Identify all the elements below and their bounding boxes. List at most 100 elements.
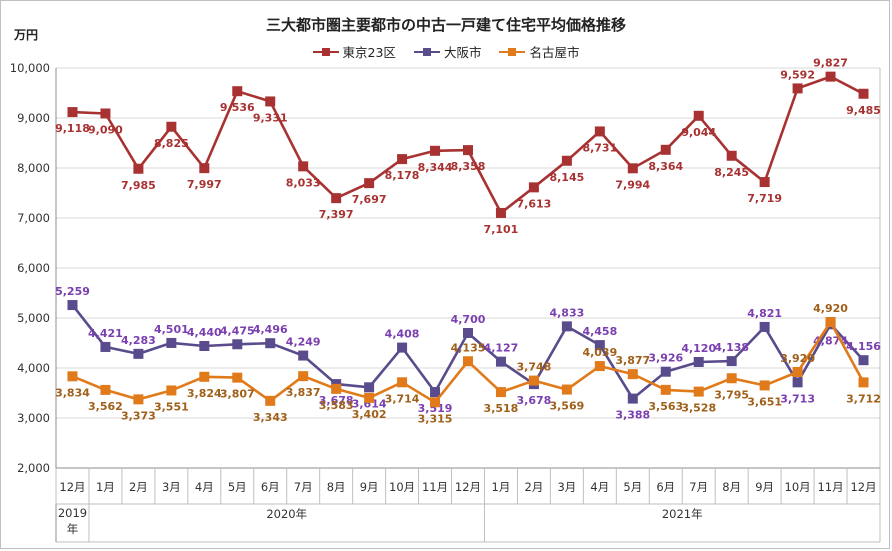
data-label: 4,833 [549, 306, 584, 319]
data-point [133, 163, 144, 174]
data-point [858, 88, 869, 99]
data-label: 4,408 [385, 328, 420, 341]
data-label: 3,315 [418, 412, 453, 425]
data-label: 9,118 [55, 122, 90, 135]
data-label: 4,039 [582, 346, 617, 359]
data-label: 7,985 [121, 179, 156, 192]
data-point [726, 150, 737, 161]
data-point [133, 348, 144, 359]
legend-label-0: 東京23区 [342, 45, 396, 60]
data-label: 3,569 [549, 400, 584, 413]
data-point [495, 356, 506, 367]
data-point [232, 339, 243, 350]
data-label: 4,283 [121, 334, 156, 347]
data-label: 4,249 [286, 336, 321, 349]
data-point [495, 207, 506, 218]
data-label: 3,343 [253, 411, 288, 424]
data-label: 4,127 [484, 342, 519, 355]
data-label: 7,101 [484, 223, 519, 236]
data-label: 9,331 [253, 111, 288, 124]
data-point [759, 380, 770, 391]
data-label: 7,997 [187, 178, 222, 191]
data-point [265, 395, 276, 406]
x-tick-label: 1月 [96, 480, 115, 494]
data-label: 3,402 [352, 408, 387, 421]
data-point [825, 71, 836, 82]
data-point [232, 86, 243, 97]
y-axis-unit: 万円 [14, 28, 39, 42]
data-label: 7,613 [517, 197, 552, 210]
data-label: 3,834 [55, 386, 90, 399]
data-point [726, 356, 737, 367]
data-label: 3,712 [846, 392, 881, 405]
data-label: 3,795 [714, 388, 749, 401]
legend-swatch-2 [499, 47, 526, 57]
data-point [627, 393, 638, 404]
data-label: 9,592 [780, 68, 815, 81]
data-point [331, 193, 342, 204]
data-point [199, 371, 210, 382]
x-tick-label: 10月 [785, 480, 811, 494]
data-point [166, 337, 177, 348]
x-tick-label: 5月 [623, 480, 642, 494]
x-tick-label: 9月 [360, 480, 379, 494]
x-tick-label: 6月 [261, 480, 280, 494]
y-tick-label: 5,000 [17, 311, 50, 325]
data-point [561, 384, 572, 395]
legend-item-0: 東京23区 [312, 42, 396, 61]
data-point [133, 394, 144, 405]
data-label: 4,440 [187, 326, 222, 339]
legend-label-2: 名古屋市 [529, 45, 580, 60]
y-tick-label: 2,000 [17, 461, 50, 475]
data-point [825, 317, 836, 327]
data-point [331, 383, 342, 394]
x-tick-label: 4月 [590, 480, 609, 494]
data-point [397, 342, 408, 353]
y-tick-label: 8,000 [17, 161, 50, 175]
data-label: 3,562 [88, 400, 123, 413]
data-point [792, 367, 803, 377]
data-label: 4,501 [154, 323, 189, 336]
data-label: 8,825 [154, 137, 189, 150]
data-point [364, 178, 375, 189]
data-label: 3,920 [780, 352, 815, 365]
data-point [397, 377, 408, 388]
data-label: 5,259 [55, 285, 90, 298]
data-point [858, 355, 869, 366]
data-point [561, 321, 572, 332]
data-label: 4,421 [88, 327, 123, 340]
data-point [430, 397, 441, 408]
data-label: 7,994 [615, 178, 650, 191]
data-point [463, 145, 473, 156]
data-label: 9,827 [813, 57, 848, 70]
data-label: 4,821 [747, 307, 782, 320]
data-label: 3,563 [648, 400, 683, 413]
data-point [463, 328, 473, 338]
x-tick-label: 1月 [492, 480, 511, 494]
data-label: 9,536 [220, 101, 255, 114]
data-point [759, 177, 770, 188]
x-tick-label: 4月 [195, 480, 214, 494]
data-point [397, 154, 408, 165]
data-label: 3,528 [681, 402, 716, 415]
data-point [232, 372, 243, 383]
data-point [660, 366, 671, 377]
data-point [67, 371, 78, 382]
data-point [660, 384, 671, 395]
data-point [463, 356, 473, 367]
x-tick-label: 5月 [228, 480, 247, 494]
data-label: 3,877 [615, 354, 650, 367]
data-point [693, 110, 704, 121]
data-point [430, 145, 441, 156]
year-label: 2020年 [266, 507, 307, 521]
x-tick-label: 2月 [525, 480, 544, 494]
data-point [693, 357, 704, 367]
x-tick-label: 10月 [389, 480, 415, 494]
data-label: 3,714 [385, 392, 420, 405]
legend-swatch-1 [413, 47, 440, 57]
data-label: 8,731 [582, 141, 617, 154]
data-point [561, 155, 572, 166]
data-point [265, 96, 276, 107]
legend: 東京23区 大阪市 名古屋市 [0, 42, 892, 61]
